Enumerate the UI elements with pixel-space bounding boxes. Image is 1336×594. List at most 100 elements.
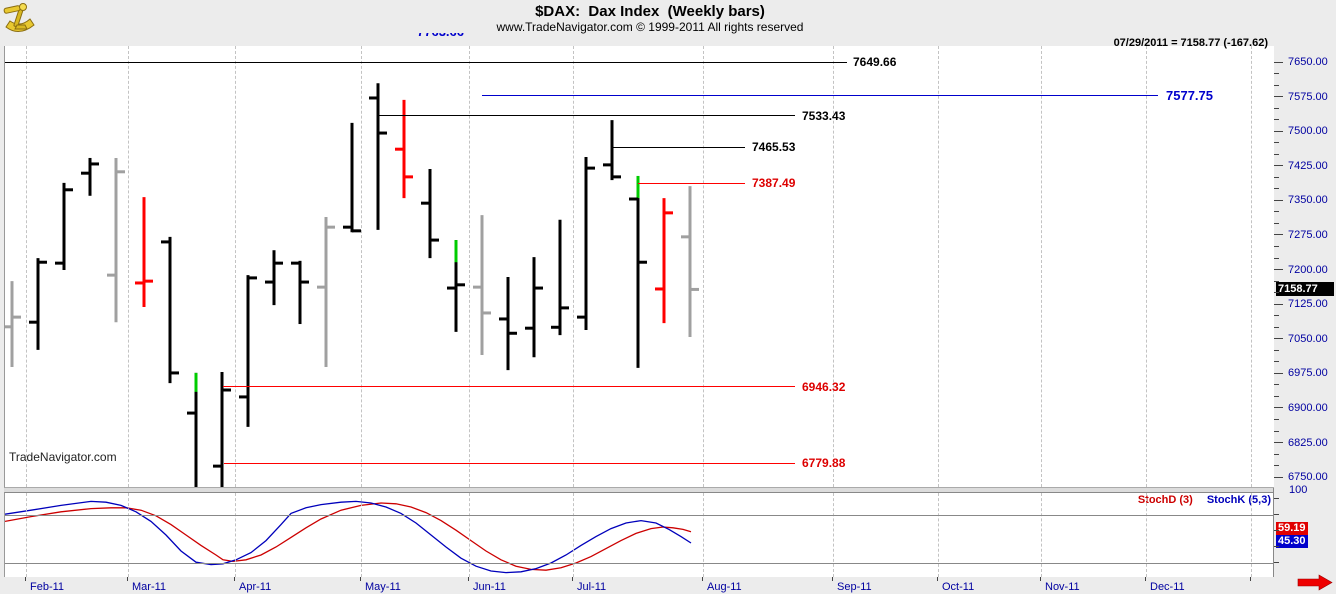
scroll-right-arrow-icon[interactable] bbox=[1297, 574, 1334, 591]
month-gridline bbox=[703, 46, 704, 487]
month-gridline bbox=[128, 46, 129, 487]
price-axis-major-tick bbox=[1274, 269, 1283, 271]
price-axis-label: 7275.00 bbox=[1288, 228, 1328, 241]
price-axis-major-tick bbox=[1274, 234, 1283, 236]
month-gridline bbox=[361, 493, 362, 577]
month-label: May-11 bbox=[365, 581, 401, 593]
weekly-bar bbox=[81, 157, 99, 196]
month-gridline bbox=[1146, 46, 1147, 487]
price-axis-minor-tick bbox=[1274, 315, 1279, 317]
level-line-7577.75 bbox=[482, 94, 1158, 96]
month-label: Jun-11 bbox=[473, 581, 506, 593]
weekly-bar bbox=[107, 157, 125, 323]
price-axis-minor-tick bbox=[1274, 419, 1279, 421]
chart-header: $DAX: Dax Index (Weekly bars) www.TradeN… bbox=[0, 0, 1336, 34]
stochk-line bbox=[5, 500, 692, 574]
weekly-bar bbox=[161, 236, 179, 384]
price-axis-minor-tick bbox=[1274, 257, 1279, 259]
stoch-axis-tick bbox=[1274, 513, 1279, 515]
month-gridline bbox=[833, 46, 834, 487]
month-tick bbox=[572, 577, 573, 581]
month-gridline bbox=[1041, 493, 1042, 577]
stochastic-plot bbox=[5, 500, 692, 574]
price-axis-major-tick bbox=[1274, 165, 1283, 167]
price-axis-minor-tick bbox=[1274, 326, 1279, 328]
level-line-6779.88 bbox=[224, 462, 795, 464]
tradenavigator-logo-icon bbox=[2, 1, 42, 33]
price-axis-minor-tick bbox=[1274, 222, 1279, 224]
month-gridline bbox=[938, 46, 939, 487]
level-label-6946.32: 6946.32 bbox=[802, 379, 846, 394]
price-axis-major-tick bbox=[1274, 61, 1283, 63]
level-label-7465.53: 7465.53 bbox=[752, 140, 796, 155]
price-axis-major-tick bbox=[1274, 476, 1283, 478]
time-axis-strip: Feb-11 Mar-11 Apr-11 May-11 Jun-11 Jul-11 Aug-… bbox=[0, 577, 1336, 594]
level-line-7649.66 bbox=[5, 61, 847, 63]
price-axis-minor-tick bbox=[1274, 107, 1279, 109]
price-pane: TradeNavigator.com 7649.66 7577.75 7533.43… bbox=[4, 46, 1274, 488]
month-tick bbox=[832, 577, 833, 581]
price-axis-label: 7425.00 bbox=[1288, 159, 1328, 172]
weekly-bar bbox=[55, 182, 73, 271]
level-line-7387.49 bbox=[638, 182, 745, 184]
weekly-bar bbox=[239, 275, 257, 427]
stochastic-legend: StochD (3) StochK (5,3) bbox=[1138, 494, 1271, 506]
level-line-7533.43 bbox=[379, 115, 795, 117]
month-gridline bbox=[1041, 46, 1042, 487]
chart-subtitle: www.TradeNavigator.com © 1999-2011 All r… bbox=[496, 20, 804, 34]
watermark-text: TradeNavigator.com bbox=[9, 450, 117, 464]
month-tick bbox=[234, 577, 235, 581]
month-gridline bbox=[361, 46, 362, 487]
price-axis-label: 6975.00 bbox=[1288, 367, 1328, 380]
weekly-bar bbox=[551, 219, 569, 336]
price-axis-minor-tick bbox=[1274, 453, 1279, 455]
stoch-axis-tick bbox=[1274, 561, 1279, 563]
month-label: Sep-11 bbox=[837, 581, 872, 593]
price-axis-label: 6900.00 bbox=[1288, 401, 1328, 414]
month-gridline bbox=[26, 493, 27, 577]
price-axis-major-tick bbox=[1274, 199, 1283, 201]
price-axis-label: 7050.00 bbox=[1288, 332, 1328, 345]
weekly-bar bbox=[681, 186, 699, 337]
level-label-7387.49: 7387.49 bbox=[752, 176, 796, 191]
price-axis-major-tick bbox=[1274, 442, 1283, 444]
price-axis-major-tick bbox=[1274, 96, 1283, 98]
weekly-bar bbox=[473, 215, 491, 355]
price-axis-minor-tick bbox=[1274, 280, 1279, 282]
level-label-6779.88: 6779.88 bbox=[802, 456, 846, 471]
month-gridline bbox=[1251, 46, 1252, 487]
price-axis-minor-tick bbox=[1274, 73, 1279, 75]
month-gridline bbox=[1146, 493, 1147, 577]
last-price-badge: 7158.77 bbox=[1276, 282, 1334, 296]
price-axis-minor-tick bbox=[1274, 349, 1279, 351]
month-gridline bbox=[235, 46, 236, 487]
price-axis-major-tick bbox=[1274, 338, 1283, 340]
weekly-bar bbox=[291, 260, 309, 325]
price-axis-minor-tick bbox=[1274, 211, 1279, 213]
price-axis-minor-tick bbox=[1274, 361, 1279, 363]
price-axis-label: 7350.00 bbox=[1288, 194, 1328, 207]
stochk-value-badge: 45.30 bbox=[1276, 535, 1308, 548]
month-gridline bbox=[703, 493, 704, 577]
price-axis-label: 7650.00 bbox=[1288, 56, 1328, 68]
month-tick bbox=[1145, 577, 1146, 581]
price-axis-minor-tick bbox=[1274, 142, 1279, 144]
weekly-bar bbox=[29, 258, 47, 350]
month-tick bbox=[468, 577, 469, 581]
price-axis-label: 6825.00 bbox=[1288, 436, 1328, 449]
month-tick bbox=[1250, 577, 1251, 581]
stoch-gridline bbox=[5, 515, 1274, 516]
level-label-7649.66: 7649.66 bbox=[853, 55, 897, 70]
weekly-bar bbox=[421, 169, 439, 259]
weekly-bar bbox=[5, 281, 21, 367]
month-gridline bbox=[938, 493, 939, 577]
price-axis-label: 6750.00 bbox=[1288, 471, 1328, 484]
weekly-bar bbox=[317, 217, 335, 367]
price-axis-minor-tick bbox=[1274, 119, 1279, 121]
month-label: Oct-11 bbox=[942, 581, 975, 593]
level-label-7533.43: 7533.43 bbox=[802, 108, 846, 123]
month-label: Dec-11 bbox=[1150, 581, 1185, 593]
stochastic-pane: StochD (3) StochK (5,3) bbox=[4, 492, 1274, 578]
month-label: Jul-11 bbox=[577, 581, 607, 593]
